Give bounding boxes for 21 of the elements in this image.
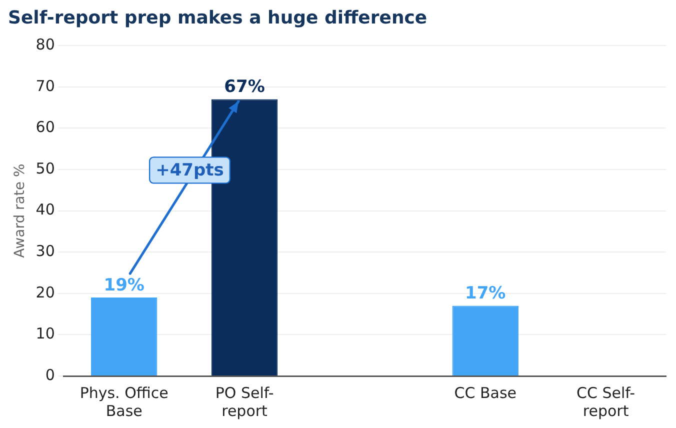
data-label: 19% — [104, 275, 144, 296]
y-tick-label: 10 — [36, 324, 55, 343]
y-tick-label: 70 — [36, 76, 55, 95]
y-tick-label: 40 — [36, 200, 55, 219]
bar — [90, 298, 158, 376]
y-tick-label: 20 — [36, 283, 55, 302]
y-tick-label: 80 — [36, 35, 55, 54]
annotation: +47pts — [156, 160, 224, 181]
y-tick-label: 30 — [36, 242, 55, 260]
y-axis-title: Award rate % — [12, 164, 28, 258]
y-tick-label: 0 — [45, 366, 55, 384]
x-tick-label: CC Base — [454, 384, 516, 402]
y-tick-label: 50 — [36, 159, 55, 178]
x-tick-label: PO Self- report — [215, 384, 274, 420]
y-tick-label: 60 — [36, 118, 55, 136]
x-tick-label: Phys. Office Base — [80, 384, 168, 420]
bar — [452, 306, 518, 376]
data-label: 67% — [224, 77, 265, 98]
x-tick-label: CC Self- report — [576, 384, 636, 420]
data-label: 17% — [465, 284, 506, 304]
chart-title: Self-report prep makes a huge difference — [8, 7, 428, 28]
